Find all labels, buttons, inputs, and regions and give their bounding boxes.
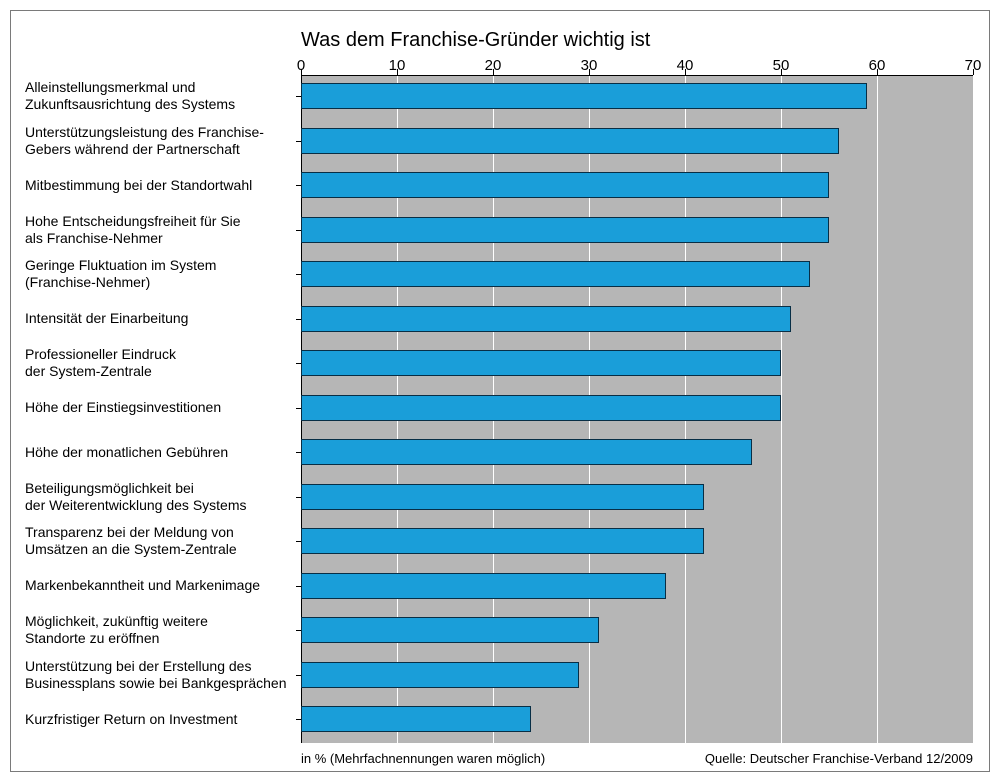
chart-title: Was dem Franchise-Gründer wichtig ist bbox=[301, 29, 650, 52]
source-note: Quelle: Deutscher Franchise-Verband 12/2… bbox=[705, 751, 973, 766]
category-label: Geringe Fluktuation im System(Franchise-… bbox=[25, 257, 290, 291]
category-label: Transparenz bei der Meldung vonUmsätzen … bbox=[25, 524, 290, 558]
bar bbox=[301, 172, 829, 198]
bar bbox=[301, 528, 704, 554]
chart-frame: Was dem Franchise-Gründer wichtig ist 01… bbox=[10, 10, 990, 772]
bar bbox=[301, 573, 666, 599]
x-tick bbox=[685, 69, 686, 75]
bar bbox=[301, 484, 704, 510]
bar bbox=[301, 395, 781, 421]
y-tick bbox=[296, 452, 301, 453]
category-label: Unterstützungsleistung des Franchise-Geb… bbox=[25, 124, 290, 158]
x-tick bbox=[493, 69, 494, 75]
bar bbox=[301, 617, 599, 643]
category-label: Hohe Entscheidungsfreiheit für Sieals Fr… bbox=[25, 213, 290, 247]
bar bbox=[301, 128, 839, 154]
y-tick bbox=[296, 586, 301, 587]
y-tick bbox=[296, 230, 301, 231]
category-label: Professioneller Eindruckder System-Zentr… bbox=[25, 346, 290, 380]
y-tick bbox=[296, 96, 301, 97]
x-tick bbox=[589, 69, 590, 75]
x-axis-note: in % (Mehrfachnennungen waren möglich) bbox=[301, 751, 545, 766]
y-tick bbox=[296, 541, 301, 542]
bar bbox=[301, 439, 752, 465]
bar bbox=[301, 662, 579, 688]
y-tick bbox=[296, 675, 301, 676]
bar bbox=[301, 306, 791, 332]
y-tick bbox=[296, 274, 301, 275]
y-tick bbox=[296, 719, 301, 720]
y-tick bbox=[296, 363, 301, 364]
category-label: Möglichkeit, zukünftig weitereStandorte … bbox=[25, 613, 290, 647]
bar bbox=[301, 83, 867, 109]
category-label: Alleinstellungsmerkmal undZukunftsausric… bbox=[25, 79, 290, 113]
category-label: Kurzfristiger Return on Investment bbox=[25, 711, 290, 728]
bar bbox=[301, 261, 810, 287]
x-tick bbox=[781, 69, 782, 75]
y-tick bbox=[296, 319, 301, 320]
category-label: Unterstützung bei der Erstellung desBusi… bbox=[25, 658, 290, 692]
bar bbox=[301, 217, 829, 243]
y-tick bbox=[296, 185, 301, 186]
y-tick bbox=[296, 141, 301, 142]
grid-line bbox=[877, 75, 878, 743]
y-tick bbox=[296, 408, 301, 409]
y-tick bbox=[296, 497, 301, 498]
category-label: Beteiligungsmöglichkeit beider Weiterent… bbox=[25, 480, 290, 514]
x-axis-line bbox=[301, 75, 973, 76]
x-tick bbox=[973, 69, 974, 75]
bar bbox=[301, 350, 781, 376]
bar bbox=[301, 706, 531, 732]
category-label: Höhe der Einstiegsinvestitionen bbox=[25, 399, 290, 416]
x-tick bbox=[877, 69, 878, 75]
category-label: Markenbekanntheit und Markenimage bbox=[25, 577, 290, 594]
category-label: Intensität der Einarbeitung bbox=[25, 310, 290, 327]
category-label: Mitbestimmung bei der Standortwahl bbox=[25, 177, 290, 194]
category-label: Höhe der monatlichen Gebühren bbox=[25, 444, 290, 461]
x-tick bbox=[397, 69, 398, 75]
y-tick bbox=[296, 630, 301, 631]
